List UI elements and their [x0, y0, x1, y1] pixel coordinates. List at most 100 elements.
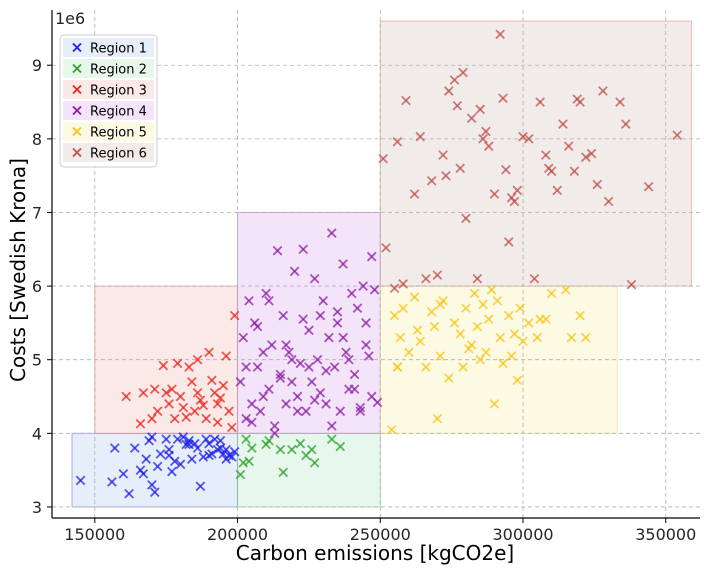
legend-label: Region 1: [90, 42, 147, 57]
region-6-point: [461, 213, 471, 224]
region-4-point: [241, 413, 251, 424]
region-5-point: [512, 375, 523, 386]
legend-item-bg: [63, 38, 154, 57]
region-3-point: [218, 380, 229, 391]
region-4-point: [349, 384, 360, 394]
region-6-point: [432, 270, 443, 280]
region-4-point: [298, 314, 309, 325]
legend-item-bg: [63, 143, 154, 162]
region-6-point: [415, 131, 426, 142]
region-5-point: [535, 314, 545, 325]
x-tick-label: 200000: [207, 525, 268, 544]
region-4-point: [318, 295, 329, 306]
region-6-point: [580, 152, 591, 163]
region-6-point: [672, 130, 682, 140]
x-axis-title: Carbon emissions [kgCO2e]: [236, 541, 514, 565]
y-offset-label: 1e6: [55, 9, 85, 28]
region-6-point: [558, 119, 568, 129]
region-1-point: [209, 434, 220, 445]
region-2-point: [309, 457, 320, 468]
region-2-point: [238, 457, 249, 468]
region-4-point: [252, 362, 263, 372]
region-1-point: [187, 454, 197, 464]
y-tick-label: 4: [32, 424, 42, 443]
region-6-point: [543, 163, 554, 174]
region-2-point: [275, 444, 286, 455]
region-6-point: [438, 150, 448, 160]
x-tick-label: 350000: [635, 525, 696, 544]
region-4-point: [346, 288, 357, 299]
region-4-point: [321, 365, 331, 376]
legend: Region 1 Region 2 Region 3 Region 4 Region 5…: [59, 34, 158, 168]
legend-marker: [72, 147, 82, 158]
region-4-point: [366, 251, 377, 262]
region-5-point: [463, 343, 474, 354]
region-5-point: [409, 292, 420, 302]
x-tick-label: 150000: [64, 525, 125, 544]
region-4-point: [244, 295, 254, 306]
region-6-point: [478, 134, 488, 144]
legend-marker: [72, 126, 82, 137]
region-3-point: [229, 310, 240, 321]
region-5-point: [518, 336, 528, 347]
y-tick-label: 9: [32, 56, 42, 75]
region-4-point: [246, 417, 257, 428]
region-4-point: [275, 373, 286, 383]
region-6-point: [523, 134, 534, 144]
x-tick-label: 300000: [492, 525, 553, 544]
legend-item-bg: [63, 122, 154, 141]
region-6-point: [466, 113, 477, 124]
region-1-point: [204, 450, 214, 461]
region-1-point: [215, 435, 226, 446]
region-6-point: [518, 131, 528, 142]
region-4-point: [264, 384, 274, 394]
y-tick-label: 5: [32, 351, 42, 370]
region-6-point: [401, 95, 411, 106]
region-4-point: [321, 399, 331, 409]
region-2-area: [237, 432, 381, 508]
region-6-point: [489, 189, 500, 199]
region-2-point: [326, 434, 337, 445]
region-4-point: [286, 376, 297, 387]
region-3-point: [187, 376, 197, 387]
region-4-point: [361, 340, 371, 350]
region-2-point: [246, 443, 257, 453]
region-1-point: [184, 439, 194, 450]
region-4-point: [338, 259, 349, 269]
region-6-point: [441, 170, 451, 181]
region-4-point: [355, 402, 366, 413]
region-4-point: [258, 347, 269, 358]
region-3-point: [224, 406, 234, 417]
region-4-point: [326, 228, 337, 238]
legend-marker: [72, 84, 82, 95]
region-3-point: [192, 354, 203, 365]
region-6-point: [481, 126, 491, 137]
region-6-area: [379, 20, 692, 287]
region-3-point: [195, 395, 206, 406]
region-1-point: [138, 468, 149, 479]
region-4-point: [306, 376, 317, 387]
region-3-point: [167, 384, 177, 394]
region-4-point: [269, 421, 280, 431]
region-6-point: [603, 196, 614, 207]
region-5-point: [475, 354, 486, 365]
region-5-point: [392, 362, 403, 372]
region-4-point: [278, 310, 289, 321]
region-6-point: [615, 97, 625, 107]
region-5-point: [546, 288, 557, 299]
region-4-point: [298, 244, 309, 255]
region-1-point: [129, 443, 140, 453]
region-1-point: [167, 466, 177, 477]
region-3-point: [158, 360, 169, 371]
region-4-point: [332, 307, 343, 317]
region-4-point: [272, 245, 283, 256]
legend-label: Region 4: [90, 105, 147, 120]
region-1-point: [141, 454, 152, 464]
region-1-point: [218, 449, 229, 459]
region-4-point: [341, 347, 351, 358]
region-5-point: [478, 299, 488, 310]
region-6-point: [409, 189, 420, 199]
legend-marker: [72, 42, 82, 53]
region-1-point: [155, 449, 166, 459]
region-1-point: [175, 459, 186, 470]
